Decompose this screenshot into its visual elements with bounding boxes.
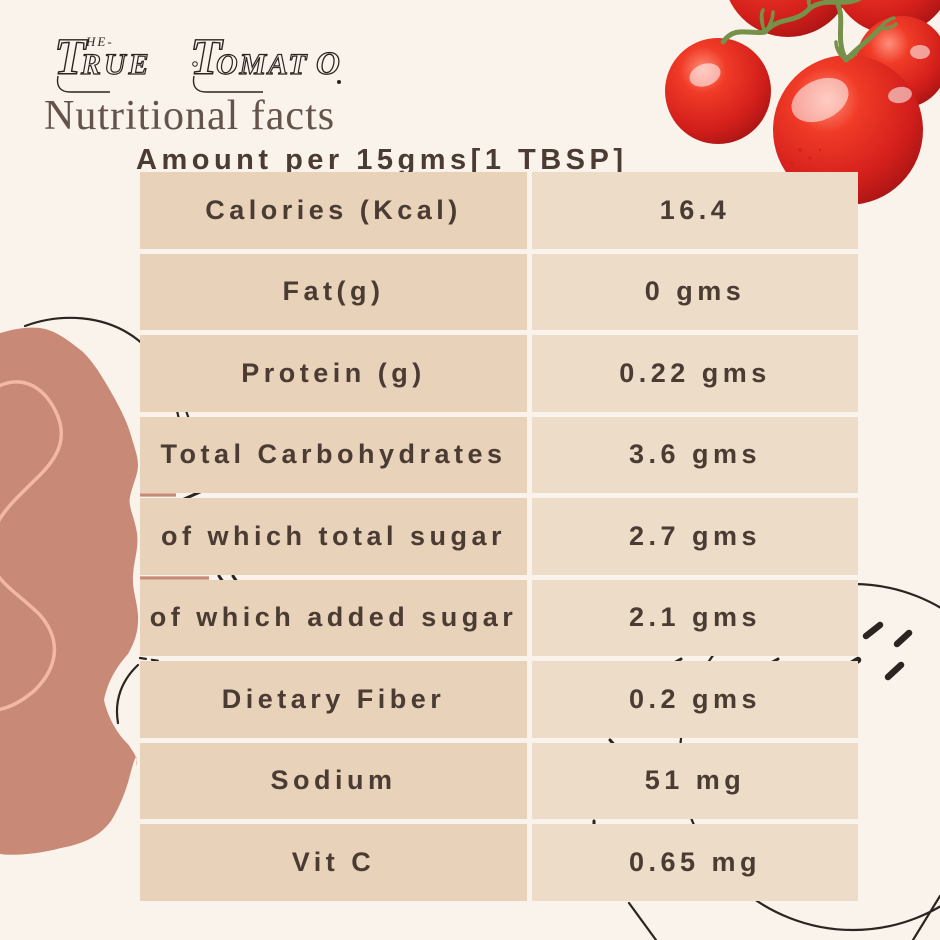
svg-text:RUE: RUE bbox=[80, 48, 152, 81]
svg-text:O: O bbox=[316, 46, 340, 82]
svg-text:OMAT: OMAT bbox=[216, 48, 308, 81]
svg-text:HE-: HE- bbox=[85, 34, 114, 49]
